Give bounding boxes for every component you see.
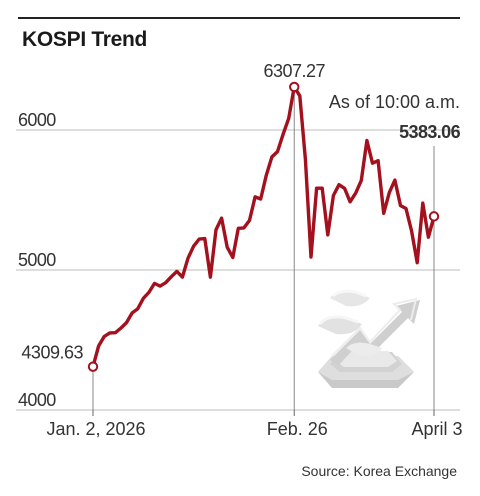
source-note: Source: Korea Exchange — [301, 463, 457, 479]
y-tick-label: 6000 — [18, 110, 56, 130]
start-value-label: 4309.63 — [21, 343, 83, 363]
kospi-line — [91, 85, 436, 369]
last-marker — [428, 211, 440, 222]
y-tick-label: 4000 — [18, 390, 56, 410]
label-layer: 4000 5000 6000 Jan. 2, 2026 Feb. 26 April 3 43… — [18, 61, 463, 439]
series-layer — [91, 85, 436, 369]
grid-layer — [16, 129, 460, 416]
y-tick-label: 5000 — [18, 250, 56, 270]
stock-rising-chart-illustration — [318, 289, 420, 388]
chart-title: KOSPI Trend — [22, 28, 148, 51]
last-value-label: 5383.06 — [399, 122, 460, 142]
top-rule — [18, 17, 460, 19]
peak-value-label: 6307.27 — [263, 61, 325, 81]
annotation-layer — [92, 86, 435, 410]
x-tick-label: Feb. 26 — [267, 419, 328, 439]
marker-layer — [87, 81, 440, 372]
x-tick-label: April 3 — [411, 419, 462, 439]
last-caption-label: As of 10:00 a.m. — [329, 92, 460, 112]
start-marker — [87, 361, 99, 372]
peak-marker — [289, 81, 300, 93]
x-tick-label: Jan. 2, 2026 — [46, 419, 145, 439]
